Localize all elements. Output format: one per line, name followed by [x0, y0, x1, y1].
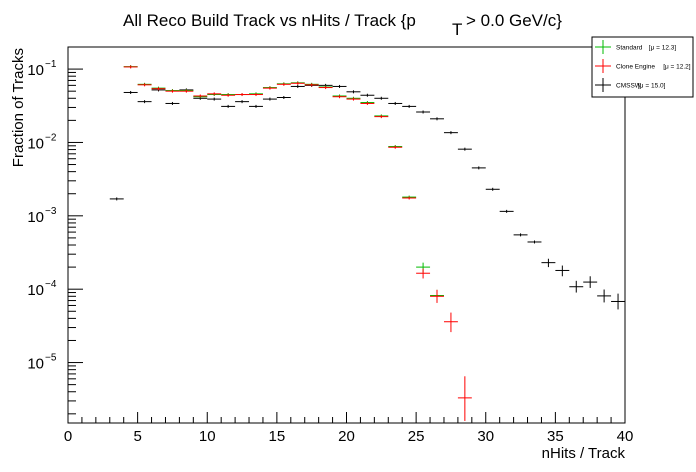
- x-tick-label: 30: [477, 428, 494, 445]
- x-axis: 0 5 10 15 20 25 30 35 40: [64, 412, 634, 445]
- y-tick-label: 10: [27, 282, 44, 299]
- data-point: [583, 276, 598, 288]
- data-point: [235, 93, 250, 97]
- legend-stat: [μ = 12.3]: [649, 45, 677, 52]
- x-tick-label: 5: [133, 428, 141, 445]
- data-point: [346, 90, 361, 94]
- data-point: [123, 90, 138, 94]
- chart-title-main: All Reco Build Track vs nHits / Track {p: [123, 11, 416, 30]
- data-point: [165, 101, 180, 105]
- data-point: [611, 293, 625, 310]
- data-point: [165, 89, 180, 93]
- data-point: [151, 87, 166, 91]
- data-point: [207, 92, 222, 96]
- data-point: [318, 86, 333, 90]
- data-point: [221, 93, 236, 97]
- data-point: [360, 101, 375, 105]
- data-point: [555, 265, 570, 277]
- legend-entry: Clone Engine [μ = 12.2]: [595, 59, 691, 73]
- data-point: [374, 115, 389, 119]
- data-point: [388, 145, 403, 149]
- data-point: [262, 86, 277, 90]
- data-point: [332, 95, 347, 99]
- x-tick-label: 10: [199, 428, 216, 445]
- data-point: [360, 93, 375, 97]
- legend-entries: Standard [μ = 12.3] Clone Engine [μ = 12.2]…: [595, 40, 691, 92]
- data-point: [221, 104, 236, 108]
- x-tick-label: 40: [617, 428, 634, 445]
- legend-label: CMSSW: [616, 83, 642, 90]
- legend: Standard [μ = 12.3] Clone Engine [μ = 12.2]…: [591, 36, 694, 98]
- x-tick-label: 20: [338, 428, 355, 445]
- x-axis-title: nHits / Track: [542, 445, 626, 462]
- legend-label: Clone Engine: [616, 64, 655, 71]
- data-series: [109, 65, 625, 421]
- legend-stat: [μ = 15.0]: [638, 83, 666, 90]
- data-point: [485, 187, 500, 191]
- data-point: [430, 117, 444, 121]
- y-axis-title: Fraction of Tracks: [10, 48, 27, 167]
- x-tick-label: 0: [64, 428, 72, 445]
- data-point: [276, 82, 291, 86]
- data-point: [402, 104, 417, 108]
- x-tick-label: 35: [547, 428, 564, 445]
- series-clone-engine: [123, 65, 472, 421]
- x-tick-label: 15: [269, 428, 286, 445]
- data-point: [430, 289, 444, 303]
- chart-title-suffix: > 0.0 GeV/c}: [466, 11, 562, 30]
- data-point: [471, 166, 486, 170]
- data-point: [569, 280, 584, 293]
- data-point: [109, 197, 124, 201]
- chart-title-subscript: T: [452, 20, 462, 39]
- data-point: [499, 209, 514, 213]
- legend-entry: CMSSW[μ = 15.0]: [595, 78, 666, 92]
- data-point: [443, 131, 458, 135]
- data-point: [249, 93, 263, 97]
- data-point: [137, 83, 152, 87]
- data-point: [457, 147, 472, 151]
- data-point: [290, 81, 305, 85]
- data-point: [402, 196, 417, 200]
- data-point: [443, 312, 458, 333]
- data-point: [304, 83, 319, 87]
- y-tick-exponent: −5: [45, 353, 57, 364]
- y-axis: 10−510−410−310−210−1: [27, 46, 83, 415]
- data-point: [416, 268, 431, 279]
- data-point: [597, 289, 612, 303]
- y-tick-exponent: −2: [45, 132, 57, 143]
- data-point: [249, 104, 263, 108]
- chart-title: All Reco Build Track vs nHits / Track {p: [123, 11, 416, 30]
- legend-entry: Standard [μ = 12.3]: [595, 40, 676, 54]
- y-tick-label: 10: [27, 209, 44, 226]
- y-tick-label: 10: [27, 356, 44, 373]
- legend-label: Standard: [616, 45, 643, 52]
- data-point: [207, 97, 222, 101]
- data-point: [235, 100, 250, 104]
- data-point: [388, 101, 403, 105]
- data-point: [527, 240, 542, 244]
- y-tick-exponent: −3: [45, 206, 57, 217]
- data-point: [332, 84, 347, 88]
- y-tick-exponent: −1: [45, 59, 57, 70]
- data-point: [374, 96, 389, 100]
- data-point: [290, 84, 305, 88]
- data-point: [513, 233, 528, 237]
- data-point: [541, 258, 556, 268]
- data-point: [193, 94, 208, 98]
- data-point: [179, 89, 194, 93]
- data-point: [123, 65, 138, 69]
- y-tick-label: 10: [27, 135, 44, 152]
- data-point: [346, 97, 361, 101]
- legend-stat: [μ = 12.2]: [663, 64, 691, 71]
- y-tick-label: 10: [27, 62, 44, 79]
- data-point: [276, 95, 291, 99]
- x-tick-label: 25: [408, 428, 425, 445]
- data-point: [457, 376, 472, 421]
- y-tick-exponent: −4: [45, 279, 57, 290]
- data-point: [137, 100, 152, 104]
- data-point: [262, 97, 277, 101]
- data-point: [416, 110, 431, 114]
